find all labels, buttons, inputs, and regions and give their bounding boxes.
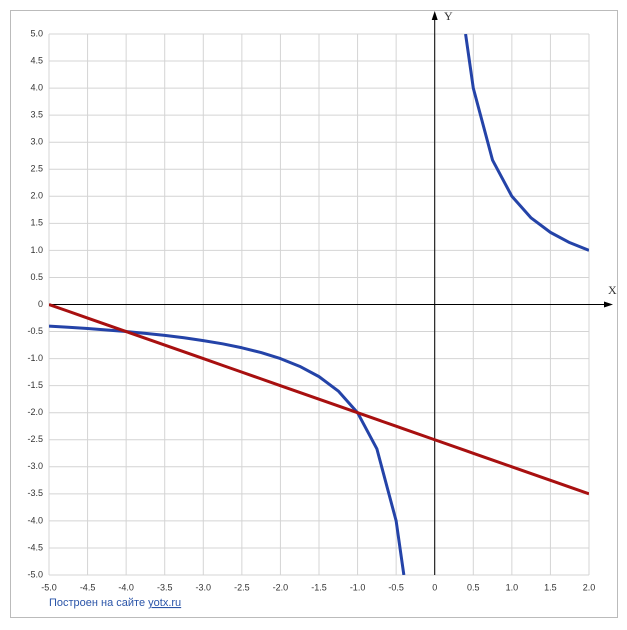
y-tick-label: 1.0 (30, 245, 43, 255)
x-tick-label: -0.5 (388, 582, 404, 592)
x-tick-label: -3.0 (196, 582, 212, 592)
x-tick-label: -3.5 (157, 582, 173, 592)
x-tick-label: 0.5 (467, 582, 480, 592)
x-tick-label: 2.0 (583, 582, 596, 592)
y-tick-label: -4.0 (27, 515, 43, 525)
y-tick-label: 4.5 (30, 55, 43, 65)
footer: Построен на сайте yotx.ru (49, 597, 181, 609)
y-tick-label: -5.0 (27, 569, 43, 579)
y-axis-arrow (431, 11, 438, 20)
x-tick-label: -5.0 (41, 582, 57, 592)
x-tick-label: 0 (432, 582, 437, 592)
y-tick-label: -3.5 (27, 488, 43, 498)
y-tick-label: -4.5 (27, 542, 43, 552)
y-tick-label: 1.5 (30, 218, 43, 228)
footer-text: Построен на сайте (49, 597, 145, 609)
y-tick-label: 3.5 (30, 110, 43, 120)
x-tick-label: -4.5 (80, 582, 96, 592)
y-tick-label: -3.0 (27, 461, 43, 471)
y-tick-label: -0.5 (27, 326, 43, 336)
series-line (464, 34, 589, 252)
y-tick-label: -2.5 (27, 434, 43, 444)
x-axis-label: X (608, 283, 617, 297)
y-tick-label: 5.0 (30, 28, 43, 38)
y-tick-label: -1.0 (27, 353, 43, 363)
y-tick-label: -2.0 (27, 407, 43, 417)
x-tick-label: -1.0 (350, 582, 366, 592)
y-tick-label: 3.0 (30, 137, 43, 147)
y-tick-label: 2.5 (30, 164, 43, 174)
x-tick-label: -1.5 (311, 582, 327, 592)
y-tick-label: 4.0 (30, 82, 43, 92)
x-tick-label: -4.0 (118, 582, 134, 592)
y-tick-label: 2.0 (30, 191, 43, 201)
x-tick-label: -2.5 (234, 582, 250, 592)
x-axis-arrow (604, 301, 613, 308)
y-tick-label: -1.5 (27, 380, 43, 390)
series-line (49, 324, 406, 575)
x-tick-label: 1.5 (544, 582, 557, 592)
y-tick-label: 0.5 (30, 272, 43, 282)
frame (10, 10, 618, 618)
series-line (49, 303, 589, 496)
y-axis-label: Y (444, 9, 453, 23)
x-tick-label: 1.0 (506, 582, 519, 592)
footer-link[interactable]: yotx.ru (148, 597, 181, 609)
x-tick-label: -2.0 (273, 582, 289, 592)
y-tick-label: 0 (38, 299, 43, 309)
